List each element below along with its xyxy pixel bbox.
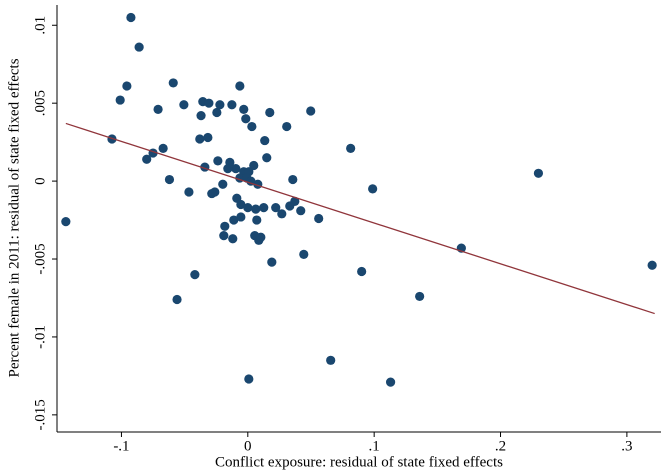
y-tick-label: .01 xyxy=(32,16,48,35)
point xyxy=(229,215,239,225)
y-tick-label: 0 xyxy=(32,177,48,185)
point xyxy=(212,107,222,118)
point xyxy=(267,257,277,267)
point xyxy=(244,374,254,384)
point xyxy=(203,132,213,143)
point xyxy=(223,164,233,174)
point xyxy=(220,221,230,231)
point xyxy=(251,204,261,214)
point xyxy=(314,213,324,224)
point xyxy=(218,179,228,189)
point xyxy=(357,266,367,277)
point xyxy=(415,291,425,302)
point xyxy=(260,135,270,146)
point xyxy=(115,95,125,105)
point xyxy=(271,202,281,213)
point xyxy=(533,168,544,178)
point xyxy=(142,154,152,164)
point xyxy=(243,202,253,213)
point xyxy=(262,153,272,163)
point xyxy=(107,134,117,144)
point xyxy=(236,199,246,210)
y-tick-label: -.005 xyxy=(32,243,48,274)
point xyxy=(385,377,396,387)
point xyxy=(207,188,217,199)
point xyxy=(265,107,275,118)
point xyxy=(164,174,175,185)
point xyxy=(236,212,246,222)
point xyxy=(195,134,205,144)
point xyxy=(190,270,200,280)
point xyxy=(647,260,657,270)
point xyxy=(168,78,178,88)
y-tick-label: -.015 xyxy=(32,399,48,430)
point xyxy=(61,217,71,227)
point xyxy=(215,100,225,110)
point xyxy=(290,196,300,206)
point xyxy=(213,156,223,166)
x-tick-label: .1 xyxy=(369,438,380,454)
point xyxy=(299,249,309,259)
point xyxy=(288,174,298,185)
point xyxy=(184,187,194,197)
point xyxy=(227,100,237,110)
point xyxy=(277,209,287,219)
point xyxy=(368,184,378,194)
point xyxy=(282,121,292,132)
point xyxy=(153,104,163,115)
x-tick-label: .2 xyxy=(495,438,506,454)
point xyxy=(326,355,336,365)
point xyxy=(346,143,356,153)
point xyxy=(204,98,214,108)
point xyxy=(259,202,269,213)
point xyxy=(256,232,266,242)
x-tick-label: 0 xyxy=(244,438,252,454)
point xyxy=(158,143,168,153)
x-tick-label: .3 xyxy=(621,438,632,454)
point xyxy=(235,81,245,91)
point xyxy=(122,81,132,91)
point xyxy=(126,12,136,23)
x-tick-label: -.1 xyxy=(113,438,129,454)
point xyxy=(228,234,238,244)
point xyxy=(296,206,306,216)
point xyxy=(306,106,316,116)
y-tick-label: .005 xyxy=(32,90,48,116)
point xyxy=(252,215,262,225)
point xyxy=(247,121,257,132)
point xyxy=(172,294,182,305)
point xyxy=(241,114,251,124)
point xyxy=(249,160,259,171)
y-tick-label: -.01 xyxy=(32,325,48,349)
y-axis-title: Percent female in 2011: residual of stat… xyxy=(6,58,22,377)
x-axis-title: Conflict exposure: residual of state fix… xyxy=(215,454,503,470)
point xyxy=(196,111,206,121)
point xyxy=(134,42,144,52)
point xyxy=(219,231,229,241)
point xyxy=(231,164,241,174)
point xyxy=(239,104,249,115)
point xyxy=(179,100,189,110)
fit-line xyxy=(65,122,655,315)
